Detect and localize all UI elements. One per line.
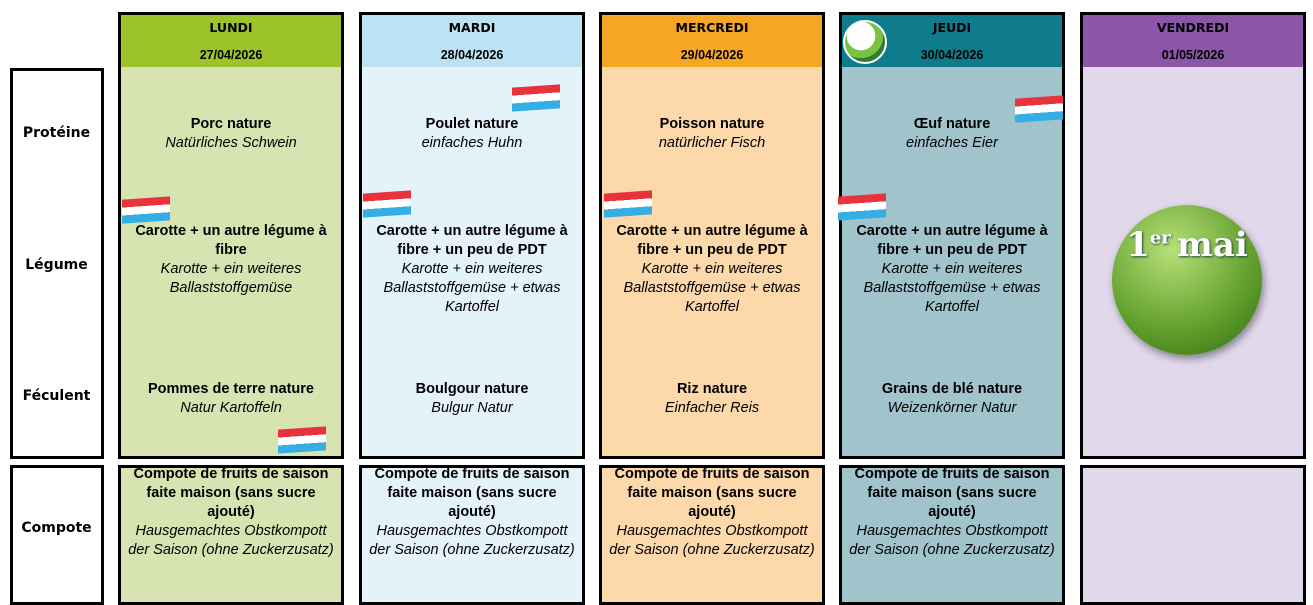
day-name: JEUDI [932, 20, 972, 35]
dish-de: natürlicher Fisch [658, 135, 766, 151]
dish-de: einfaches Huhn [421, 135, 523, 151]
dish-de: Hausgemachtes Obstkompott der Saison (oh… [369, 523, 575, 558]
day-header: VENDREDI 01/05/2026 [1080, 12, 1306, 70]
dish-fr: Grains de blé nature [881, 381, 1023, 397]
dish-fr: Riz nature [676, 381, 748, 397]
menu-cell: Boulgour nature Bulgur Natur [366, 380, 578, 418]
day-date: 01/05/2026 [1161, 48, 1225, 62]
dish-fr: Pommes de terre nature [147, 381, 314, 397]
day-body: Compote de fruits de saison faite maison… [359, 465, 585, 605]
dish-de: Natürliches Schwein [165, 135, 297, 151]
dish-fr: Carotte + un autre légume à fibre + un p… [856, 223, 1048, 258]
lux-flag [122, 196, 170, 224]
row-label: Protéine [22, 125, 91, 141]
menu-cell: Carotte + un autre légume à fibre + un p… [846, 222, 1058, 317]
day-date: 29/04/2026 [680, 48, 744, 62]
dish-fr: Boulgour nature [415, 381, 529, 397]
day-name: MERCREDI [675, 20, 749, 35]
dish-de: Natur Kartoffeln [180, 400, 282, 416]
dish-fr: Œuf nature [913, 116, 991, 132]
holiday-number: 1 [1126, 225, 1150, 265]
row-label: Féculent [22, 388, 91, 404]
day-name: MARDI [448, 20, 496, 35]
lux-flag [512, 84, 560, 112]
menu-cell: Compote de fruits de saison faite maison… [846, 465, 1058, 560]
day-name: LUNDI [209, 20, 253, 35]
menu-cell: Compote de fruits de saison faite maison… [606, 465, 818, 560]
dish-de: Einfacher Reis [664, 400, 760, 416]
day-body [1080, 465, 1306, 605]
leaf-icon [843, 20, 887, 64]
lux-flag [363, 190, 411, 218]
menu-cell: Poisson nature natürlicher Fisch [606, 115, 818, 153]
row-label: Compote [21, 520, 92, 536]
day-header: MARDI 28/04/2026 [359, 12, 585, 70]
dish-fr: Carotte + un autre légume à fibre + un p… [376, 223, 568, 258]
lux-flag [838, 193, 886, 221]
holiday-word: mai [1176, 225, 1248, 265]
day-body: Compote de fruits de saison faite maison… [599, 465, 825, 605]
menu-cell: Carotte + un autre légume à fibre + un p… [606, 222, 818, 317]
menu-cell: Pommes de terre nature Natur Kartoffeln [125, 380, 337, 418]
holiday-text: 1er mai [1112, 225, 1262, 265]
dish-de: Weizenkörner Natur [887, 400, 1017, 416]
dish-de: Bulgur Natur [431, 400, 513, 416]
dish-de: Hausgemachtes Obstkompott der Saison (oh… [128, 523, 334, 558]
dish-de: einfaches Eier [906, 135, 998, 151]
day-date: 27/04/2026 [199, 48, 263, 62]
dish-fr: Poulet nature [425, 116, 519, 132]
holiday-sup: er [1149, 227, 1171, 249]
row-label: Légume [25, 257, 88, 273]
menu-cell: Grains de blé nature Weizenkörner Natur [846, 380, 1058, 418]
holiday-sticker: 1er mai [1112, 205, 1262, 355]
day-name: VENDREDI [1156, 20, 1230, 35]
menu-cell: Compote de fruits de saison faite maison… [125, 465, 337, 560]
lux-flag [278, 426, 326, 454]
menu-cell: Œuf nature einfaches Eier [846, 115, 1058, 153]
day-header: LUNDI 27/04/2026 [118, 12, 344, 70]
day-date: 30/04/2026 [920, 48, 984, 62]
day-body: Œuf nature einfaches Eier Carotte + un aut… [839, 67, 1065, 459]
day-body: Poisson nature natürlicher Fisch Carotte +… [599, 67, 825, 459]
day-header: MERCREDI 29/04/2026 [599, 12, 825, 70]
dish-fr: Carotte + un autre légume à fibre [135, 223, 327, 258]
menu-cell: Porc nature Natürliches Schwein [125, 115, 337, 153]
dish-de: Karotte + ein weiteres Ballaststoffgemüs… [863, 261, 1041, 315]
dish-fr: Poisson nature [659, 116, 765, 132]
day-body: Compote de fruits de saison faite maison… [839, 465, 1065, 605]
dish-de: Hausgemachtes Obstkompott der Saison (oh… [609, 523, 815, 558]
dish-fr: Compote de fruits de saison faite maison… [614, 466, 810, 520]
menu-cell: Poulet nature einfaches Huhn [366, 115, 578, 153]
dish-de: Karotte + ein weiteres Ballaststoffgemüs… [160, 261, 302, 296]
dish-fr: Porc nature [190, 116, 272, 132]
dish-fr: Compote de fruits de saison faite maison… [854, 466, 1050, 520]
menu-cell: Riz nature Einfacher Reis [606, 380, 818, 418]
day-body: Poulet nature einfaches Huhn Carotte + un … [359, 67, 585, 459]
dish-fr: Compote de fruits de saison faite maison… [374, 466, 570, 520]
dish-fr: Carotte + un autre légume à fibre + un p… [616, 223, 808, 258]
menu-cell: Carotte + un autre légume à fibre + un p… [366, 222, 578, 317]
dish-de: Karotte + ein weiteres Ballaststoffgemüs… [383, 261, 561, 315]
day-body: Porc nature Natürliches Schwein Carotte + … [118, 67, 344, 459]
dish-de: Hausgemachtes Obstkompott der Saison (oh… [849, 523, 1055, 558]
lux-flag [1015, 95, 1063, 123]
day-body: Compote de fruits de saison faite maison… [118, 465, 344, 605]
menu-cell: Compote de fruits de saison faite maison… [366, 465, 578, 560]
lux-flag [604, 190, 652, 218]
dish-fr: Compote de fruits de saison faite maison… [133, 466, 329, 520]
dish-de: Karotte + ein weiteres Ballaststoffgemüs… [623, 261, 801, 315]
menu-cell: Carotte + un autre légume à fibre Karotte… [125, 222, 337, 298]
label-box [10, 68, 104, 459]
day-date: 28/04/2026 [440, 48, 504, 62]
